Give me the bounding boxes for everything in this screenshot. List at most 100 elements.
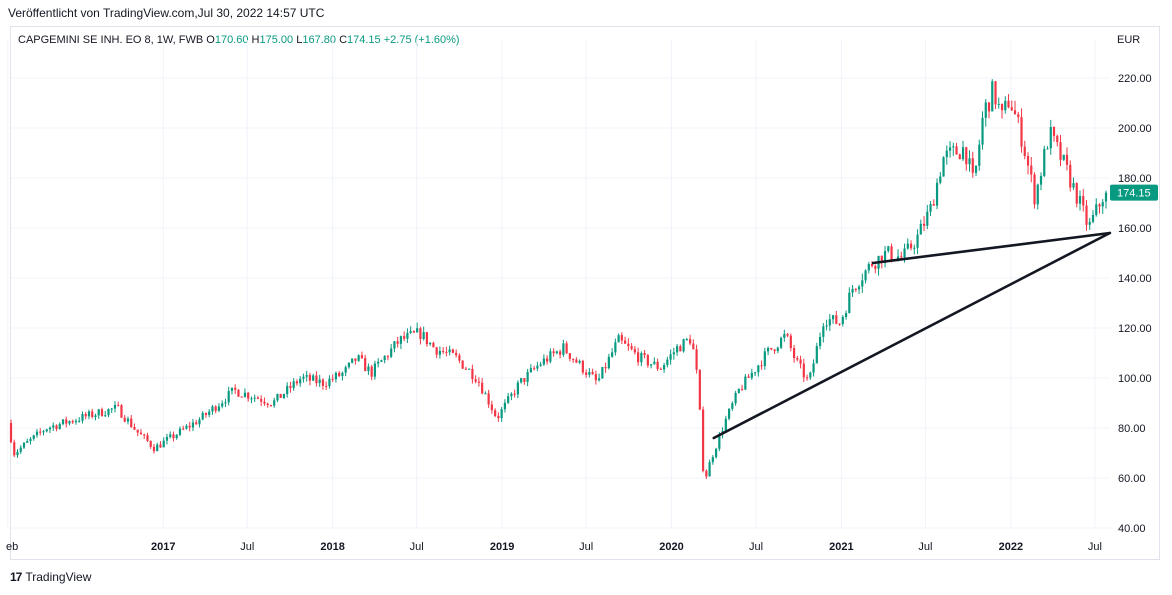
candle [110, 407, 113, 414]
trendline[interactable] [871, 231, 1112, 265]
candle [1036, 183, 1039, 210]
y-tick-label: 60.00 [1118, 473, 1146, 485]
x-tick-label: 2017 [151, 541, 175, 553]
candle [214, 405, 217, 414]
candle [100, 407, 104, 417]
candle [744, 373, 747, 391]
candle [39, 428, 42, 436]
candle [747, 374, 750, 378]
candle [305, 370, 308, 382]
candle [614, 338, 617, 356]
footer-brand[interactable]: 17 TradingView [10, 570, 91, 584]
candle [789, 333, 792, 352]
currency-label: EUR [1117, 34, 1141, 46]
candle [598, 373, 601, 382]
candle [87, 409, 91, 420]
candle [455, 349, 458, 358]
y-tick-label: 120.00 [1118, 323, 1152, 335]
price-axis[interactable]: 40.00 60.00 80.00 100.00 120.00 140.00 160.00 1… [1118, 73, 1152, 535]
candle [815, 342, 818, 364]
candle [620, 332, 623, 344]
candle [822, 322, 825, 343]
candle [198, 417, 201, 428]
candle [302, 373, 305, 383]
candle [159, 441, 162, 448]
candle [1033, 172, 1036, 209]
candle [354, 358, 357, 365]
candle [575, 357, 578, 364]
candle [555, 350, 558, 355]
candle [289, 381, 292, 393]
candle [341, 371, 344, 381]
candle [607, 353, 610, 370]
candle [240, 396, 243, 398]
candle [299, 376, 302, 387]
candle [1078, 190, 1082, 211]
candle [117, 401, 120, 407]
candle [243, 388, 247, 398]
candle [1039, 172, 1043, 191]
time-axis[interactable]: eb 2017 Jul 2018 Jul 2019 Jul 2020 Jul 2021 Jul 202… [6, 541, 1102, 553]
candle [338, 370, 341, 377]
candle [1075, 182, 1078, 208]
candle [650, 363, 653, 369]
candle [1052, 126, 1056, 142]
candle [594, 370, 597, 385]
candle [481, 378, 484, 395]
candle [269, 404, 273, 407]
candle [143, 433, 146, 439]
candle [948, 141, 952, 158]
candle [438, 346, 442, 359]
candle [611, 348, 614, 358]
candle [1010, 100, 1013, 112]
candle [838, 323, 841, 326]
y-tick-label: 180.00 [1118, 173, 1152, 185]
candle [516, 380, 519, 399]
candle [695, 344, 698, 374]
candle [165, 433, 169, 445]
symbol-label: CAPGEMINI SE INH. EO 8, 1W, FWB [18, 34, 204, 46]
candle [409, 326, 412, 335]
candle [825, 319, 828, 331]
candle [282, 393, 286, 400]
candle [448, 345, 451, 356]
trendline[interactable] [712, 231, 1112, 440]
trendlines[interactable] [712, 231, 1112, 440]
candle [399, 335, 403, 350]
candle [572, 358, 575, 363]
candle [656, 358, 659, 372]
candle [383, 354, 386, 364]
candle [705, 469, 708, 480]
candle [188, 421, 191, 432]
y-tick-label: 80.00 [1118, 423, 1146, 435]
candle [78, 417, 81, 423]
last-price-tag-bg [1110, 184, 1158, 201]
candle [663, 362, 666, 373]
candle [185, 424, 188, 430]
candle [1085, 199, 1088, 231]
candle [286, 382, 289, 398]
candle [955, 142, 958, 155]
candle [217, 403, 221, 413]
candle [133, 423, 136, 431]
candle [370, 364, 373, 381]
candle [55, 424, 58, 432]
candle [445, 346, 448, 357]
candle [113, 401, 117, 413]
candle [510, 392, 513, 401]
x-tick-label: Jul [1088, 541, 1102, 553]
candle [321, 378, 325, 390]
candle [760, 360, 763, 370]
candle [776, 346, 779, 354]
candle [1098, 203, 1101, 214]
candle [175, 433, 178, 440]
candle [1082, 189, 1085, 212]
y-tick-label: 100.00 [1118, 373, 1152, 385]
candle [539, 361, 542, 367]
candle [867, 261, 870, 274]
change-value: +2.75 (+1.60%) [383, 34, 460, 46]
candle [523, 377, 526, 385]
candle [393, 341, 396, 353]
chart-legend: CAPGEMINI SE INH. EO 8, 1W, FWB O170.60 … [18, 34, 460, 46]
